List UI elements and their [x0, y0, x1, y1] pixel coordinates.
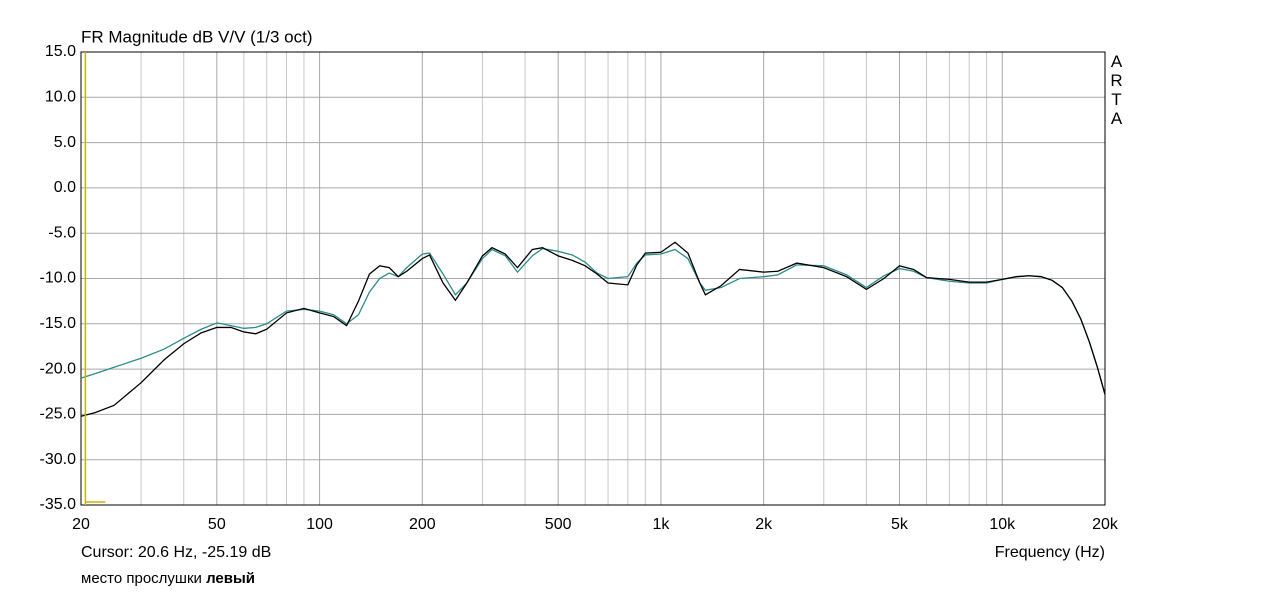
y-tick-label: 15.0 [45, 43, 76, 60]
plot-frame [80, 51, 1106, 506]
note-text: место прослушки [81, 570, 202, 587]
x-axis-label: Frequency (Hz) [995, 544, 1105, 561]
y-tick-label: -35.0 [40, 496, 77, 513]
x-tick-label: 200 [409, 516, 436, 533]
x-tick-label: 50 [208, 516, 226, 533]
y-tick-label: -30.0 [40, 451, 77, 468]
y-tick-label: -20.0 [40, 360, 77, 377]
watermark: ARTA [1107, 52, 1126, 128]
y-tick-label: 5.0 [54, 134, 76, 151]
x-tick-label: 500 [545, 516, 572, 533]
x-tick-label: 5k [891, 516, 909, 533]
x-tick-label: 2k [755, 516, 773, 533]
note: место прослушки левый [81, 570, 255, 587]
x-tick-label: 1k [652, 516, 670, 533]
x-tick-label: 20 [72, 516, 90, 533]
series-line [80, 241, 1106, 417]
y-tick-label: -10.0 [40, 270, 77, 287]
x-tick-label: 100 [306, 516, 333, 533]
cursor-readout: Cursor: 20.6 Hz, -25.19 dB [81, 544, 271, 561]
y-tick-label: 10.0 [45, 89, 76, 106]
y-tick-label: 0.0 [54, 179, 76, 196]
note-bold: левый [206, 570, 255, 587]
x-tick-label: 10k [989, 516, 1016, 533]
y-tick-label: -25.0 [40, 406, 77, 423]
y-tick-label: -15.0 [40, 315, 77, 332]
y-tick-label: -5.0 [48, 224, 76, 241]
x-tick-label: 20k [1092, 516, 1119, 533]
chart-title: FR Magnitude dB V/V (1/3 oct) [81, 27, 313, 46]
series-line [80, 247, 1106, 395]
